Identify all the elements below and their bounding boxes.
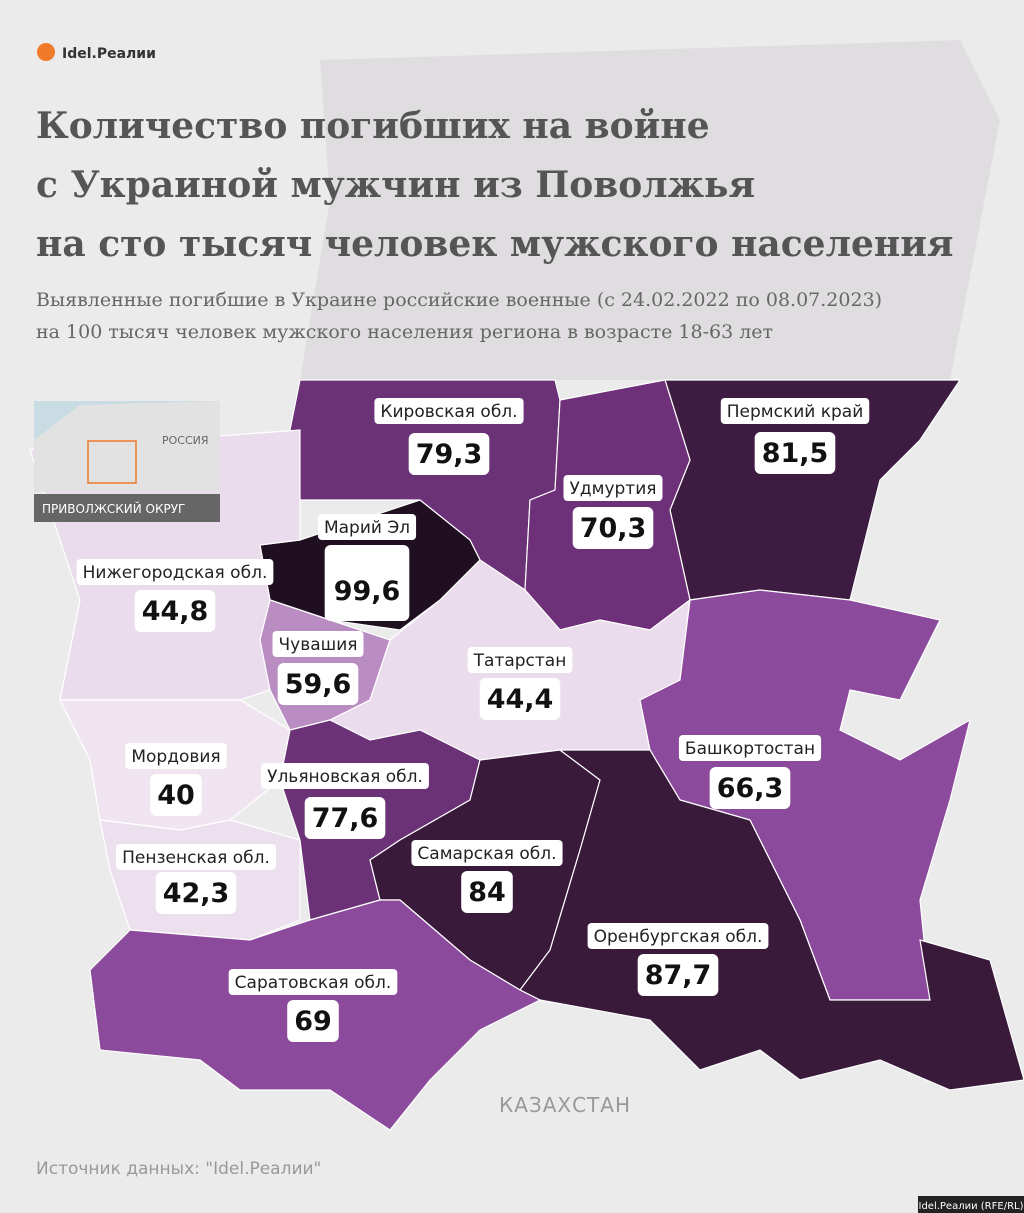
labels: Кировская обл. 79,3 Пермский край 81,5 Удмур…: [76, 398, 870, 1042]
region-name: Марий Эл: [324, 518, 410, 538]
value-box: [287, 1000, 339, 1042]
region-name: Мордовия: [131, 747, 220, 767]
value-box: [637, 954, 719, 996]
logo: Idel.Реалии: [37, 43, 156, 62]
title-line: на сто тысяч человек мужского населения: [36, 223, 954, 265]
name-box: [116, 844, 276, 870]
value-box: [277, 663, 359, 705]
region: [519, 749, 1024, 1091]
region-name: Удмуртия: [570, 479, 657, 499]
name-box: [374, 398, 524, 424]
name-box: [261, 763, 429, 789]
value-box: [150, 774, 202, 816]
region-value: 44,4: [487, 684, 554, 715]
region-name: Кировская обл.: [380, 402, 517, 422]
value-box: [155, 872, 237, 914]
logo-icon: [37, 43, 55, 61]
region-name: Оренбургская обл.: [594, 927, 763, 947]
region-value: 42,3: [163, 878, 230, 909]
name-box: [125, 743, 227, 769]
inset-district: ПРИВОЛЖСКИЙ ОКРУГ: [42, 501, 185, 516]
subtitle-line: на 100 тысяч человек мужского населения …: [36, 321, 773, 343]
region-value: 66,3: [717, 773, 784, 804]
title-line: Количество погибших на войне: [36, 105, 710, 147]
region-value: 59,6: [285, 669, 352, 700]
name-box: [467, 647, 573, 673]
name-box: [678, 735, 822, 761]
inset-country: РОССИЯ: [162, 434, 209, 447]
value-box: [134, 590, 216, 632]
inset-frame: [87, 440, 137, 484]
credit: Idel.Реалии (RFE/RL): [919, 1201, 1024, 1212]
value-box: [324, 545, 410, 621]
source: Источник данных: "Idel.Реалии": [36, 1159, 321, 1179]
region-value: 84: [468, 877, 506, 908]
name-box: [76, 559, 274, 585]
name-box: [272, 631, 364, 657]
region-value: 79,3: [416, 439, 483, 470]
logo-text: Idel.Реалии: [62, 46, 156, 62]
inset-map: РОССИЯ ПРИВОЛЖСКИЙ ОКРУГ: [34, 401, 220, 522]
value-box: [479, 678, 561, 720]
value-box: [709, 767, 791, 809]
name-box: [587, 923, 769, 949]
region-value: 81,5: [762, 438, 829, 469]
name-box: [228, 969, 398, 995]
value-box: [408, 433, 490, 475]
region-name: Башкортостан: [685, 739, 815, 759]
region-name: Пермский край: [727, 402, 864, 422]
region-name: Саратовская обл.: [235, 973, 392, 993]
region-name: Нижегородская обл.: [83, 563, 268, 583]
value-box: [572, 507, 654, 549]
region-value: 70,3: [580, 513, 647, 544]
inset-label-bg: [34, 494, 220, 522]
region-name: Ульяновская обл.: [267, 767, 423, 787]
name-box: [720, 398, 870, 424]
name-box: [563, 475, 663, 501]
name-box: [411, 840, 563, 866]
region-name: Пензенская обл.: [122, 848, 270, 868]
region-value: 40: [157, 780, 195, 811]
value-box: [304, 797, 386, 839]
title-line: с Украиной мужчин из Поволжья: [36, 164, 755, 206]
region-name: Татарстан: [473, 651, 567, 671]
regions: [29, 379, 1024, 1131]
value-box: [461, 871, 513, 913]
subtitle-line: Выявленные погибшие в Украине российские…: [36, 289, 882, 311]
region-value: 44,8: [142, 596, 209, 627]
region-value: 99,6: [334, 576, 401, 607]
region-value: 87,7: [645, 960, 712, 991]
name-box: [317, 514, 417, 540]
region-value: 69: [294, 1006, 332, 1037]
ghost-shape: [300, 40, 1000, 380]
region-value: 77,6: [312, 803, 379, 834]
neighbor-label: КАЗАХСТАН: [499, 1093, 631, 1117]
value-box: [754, 432, 836, 474]
region-name: Самарская обл.: [417, 844, 556, 864]
region-name: Чувашия: [279, 635, 358, 655]
inset-land: [34, 401, 220, 492]
credit-bg: [918, 1196, 1024, 1213]
